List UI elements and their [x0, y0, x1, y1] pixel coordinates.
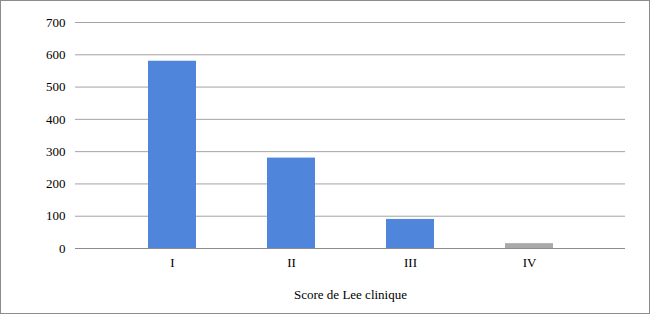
svg-text:700: 700: [46, 15, 66, 30]
svg-text:0: 0: [59, 241, 66, 256]
svg-text:IV: IV: [523, 255, 537, 270]
svg-text:600: 600: [46, 47, 66, 62]
svg-text:Score de Lee clinique: Score de Lee clinique: [294, 287, 407, 302]
svg-text:400: 400: [46, 112, 66, 127]
svg-text:III: III: [404, 255, 417, 270]
svg-text:I: I: [170, 255, 174, 270]
svg-text:500: 500: [46, 79, 66, 94]
svg-text:200: 200: [46, 176, 66, 191]
svg-text:300: 300: [46, 144, 66, 159]
svg-text:II: II: [287, 255, 296, 270]
svg-text:100: 100: [46, 208, 66, 223]
